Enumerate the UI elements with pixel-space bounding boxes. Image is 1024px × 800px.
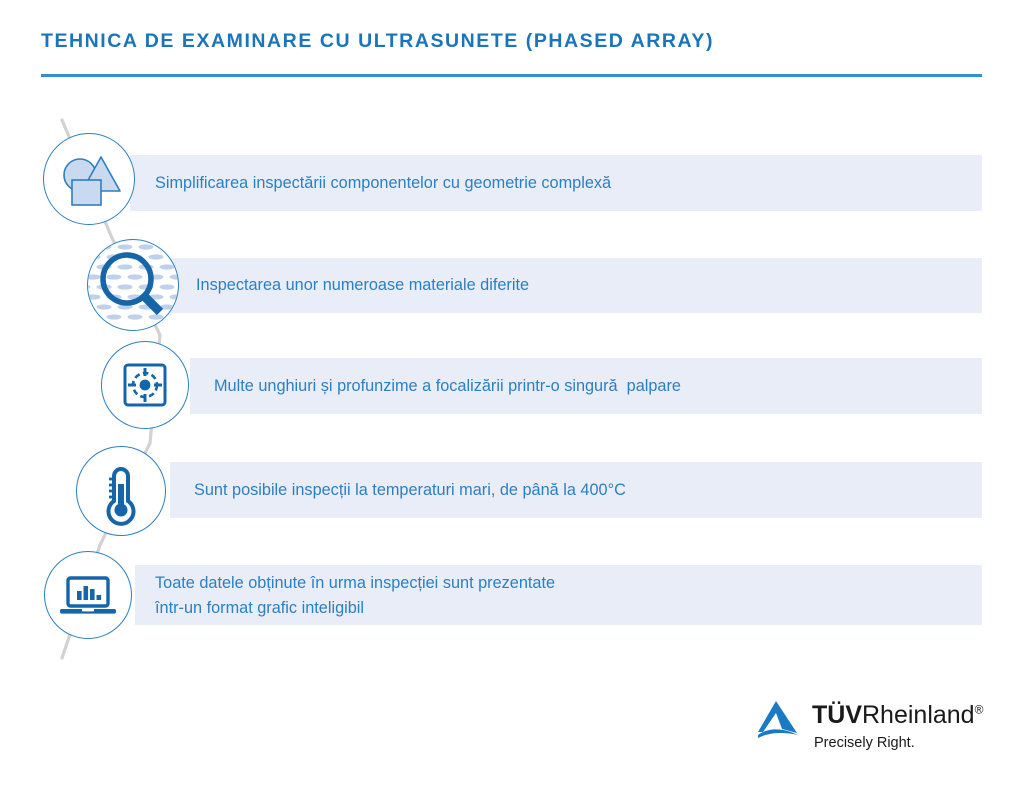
laptop-chart-icon bbox=[44, 551, 132, 644]
shapes-icon bbox=[43, 133, 135, 230]
page-title: TEHNICA DE EXAMINARE CU ULTRASUNETE (PHA… bbox=[41, 30, 715, 52]
row-text: Multe unghiuri și profunzime a focalizăr… bbox=[214, 377, 681, 395]
row-band bbox=[170, 258, 982, 313]
logo-wordmark: TÜVRheinland® bbox=[812, 701, 983, 730]
logo-tuv: TÜV bbox=[812, 701, 862, 729]
row-text: Inspectarea unor numeroase materiale dif… bbox=[196, 276, 530, 294]
logo-tagline: Precisely Right. bbox=[814, 735, 915, 751]
row-band bbox=[190, 358, 982, 414]
tuv-triangle-mark bbox=[752, 699, 802, 741]
row-text-line2: într-un format grafic inteligibil bbox=[155, 599, 365, 617]
logo-rheinland: Rheinland bbox=[862, 701, 975, 729]
focus-target-icon bbox=[101, 341, 189, 434]
magnifier-materials-icon bbox=[87, 239, 179, 336]
thermometer-icon bbox=[76, 446, 166, 541]
row-band bbox=[135, 565, 982, 625]
row-band bbox=[130, 155, 982, 211]
icon-circle bbox=[101, 341, 189, 429]
row-text: Sunt posibile inspecții la temperaturi m… bbox=[194, 481, 626, 499]
row-text: Simplificarea inspectării componentelor … bbox=[155, 174, 612, 192]
row-band bbox=[170, 462, 982, 518]
registered-mark: ® bbox=[974, 702, 984, 717]
row-text-line1: Toate datele obținute în urma inspecției… bbox=[155, 574, 556, 592]
title-divider bbox=[41, 74, 982, 77]
tuv-rheinland-logo: TÜVRheinland® Precisely Right. bbox=[752, 697, 984, 759]
